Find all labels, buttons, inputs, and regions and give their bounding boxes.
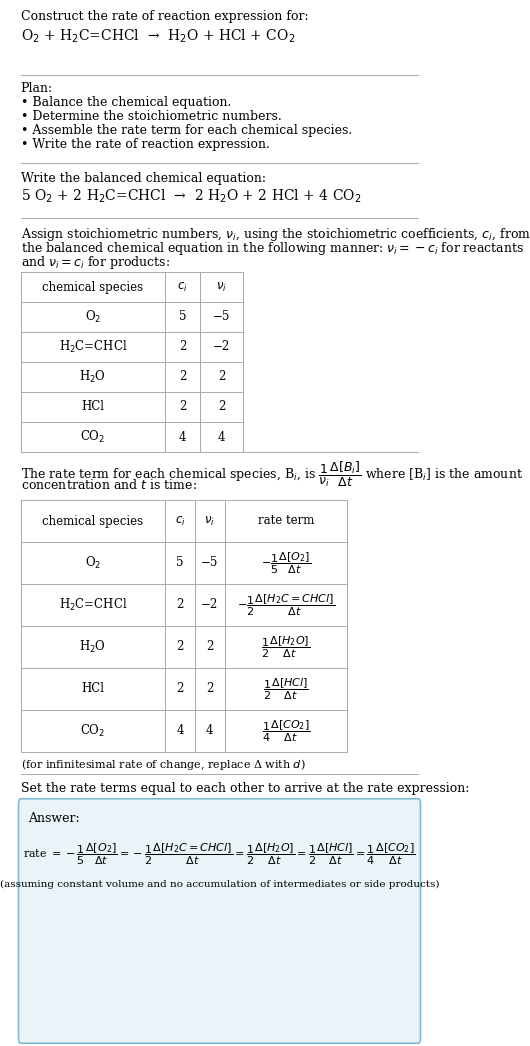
Text: 2: 2	[218, 370, 225, 384]
Text: rate $= -\dfrac{1}{5}\dfrac{\Delta[O_2]}{\Delta t} = -\dfrac{1}{2}\dfrac{\Delta[: rate $= -\dfrac{1}{5}\dfrac{\Delta[O_2]}…	[23, 842, 416, 867]
Text: 4: 4	[179, 431, 187, 444]
Text: The rate term for each chemical species, B$_i$, is $\dfrac{1}{\nu_i}\dfrac{\Delt: The rate term for each chemical species,…	[21, 460, 523, 490]
Text: 5 O$_2$ + 2 H$_2$C=CHCl  →  2 H$_2$O + 2 HCl + 4 CO$_2$: 5 O$_2$ + 2 H$_2$C=CHCl → 2 H$_2$O + 2 H…	[21, 188, 361, 205]
Text: $-\dfrac{1}{5}\dfrac{\Delta[O_2]}{\Delta t}$: $-\dfrac{1}{5}\dfrac{\Delta[O_2]}{\Delta…	[261, 550, 311, 575]
Text: −5: −5	[213, 311, 230, 323]
Text: rate term: rate term	[258, 515, 314, 527]
Text: $c_i$: $c_i$	[175, 515, 186, 527]
Text: H$_2$C=CHCl: H$_2$C=CHCl	[59, 339, 127, 355]
Text: $\nu_i$: $\nu_i$	[216, 280, 227, 294]
Text: 2: 2	[179, 341, 187, 354]
FancyBboxPatch shape	[19, 799, 420, 1043]
Text: (assuming constant volume and no accumulation of intermediates or side products): (assuming constant volume and no accumul…	[0, 880, 439, 889]
Text: CO$_2$: CO$_2$	[81, 723, 105, 740]
Text: 2: 2	[206, 640, 214, 654]
Text: 2: 2	[179, 370, 187, 384]
Text: Answer:: Answer:	[28, 812, 80, 825]
Text: the balanced chemical equation in the following manner: $\nu_i = -c_i$ for react: the balanced chemical equation in the fo…	[21, 240, 524, 257]
Text: 5: 5	[179, 311, 187, 323]
Text: • Determine the stoichiometric numbers.: • Determine the stoichiometric numbers.	[21, 110, 281, 123]
Text: Assign stoichiometric numbers, $\nu_i$, using the stoichiometric coefficients, $: Assign stoichiometric numbers, $\nu_i$, …	[21, 226, 530, 243]
Text: $\dfrac{1}{4}\dfrac{\Delta[CO_2]}{\Delta t}$: $\dfrac{1}{4}\dfrac{\Delta[CO_2]}{\Delta…	[262, 719, 311, 744]
Text: $c_i$: $c_i$	[178, 280, 188, 294]
Text: 2: 2	[206, 682, 214, 696]
Text: • Write the rate of reaction expression.: • Write the rate of reaction expression.	[21, 138, 269, 151]
Text: $\dfrac{1}{2}\dfrac{\Delta[HCl]}{\Delta t}$: $\dfrac{1}{2}\dfrac{\Delta[HCl]}{\Delta …	[263, 677, 309, 702]
Text: O$_2$: O$_2$	[85, 555, 101, 571]
Text: 2: 2	[218, 401, 225, 413]
Text: −2: −2	[201, 598, 218, 612]
Text: HCl: HCl	[82, 682, 104, 696]
Text: H$_2$O: H$_2$O	[80, 639, 107, 655]
Text: • Balance the chemical equation.: • Balance the chemical equation.	[21, 96, 231, 109]
Text: (for infinitesimal rate of change, replace Δ with $d$): (for infinitesimal rate of change, repla…	[21, 757, 305, 772]
Text: HCl: HCl	[82, 401, 104, 413]
Text: H$_2$C=CHCl: H$_2$C=CHCl	[59, 597, 127, 613]
Text: chemical species: chemical species	[42, 515, 144, 527]
Text: 2: 2	[179, 401, 187, 413]
Text: −2: −2	[213, 341, 230, 354]
Text: 2: 2	[176, 682, 184, 696]
Text: 5: 5	[176, 556, 184, 569]
Text: 2: 2	[176, 640, 184, 654]
Text: Plan:: Plan:	[21, 82, 52, 95]
Text: −5: −5	[201, 556, 218, 569]
Text: $\nu_i$: $\nu_i$	[205, 515, 215, 527]
Text: O$_2$: O$_2$	[85, 309, 101, 325]
Text: 4: 4	[218, 431, 225, 444]
Text: $\dfrac{1}{2}\dfrac{\Delta[H_2O]}{\Delta t}$: $\dfrac{1}{2}\dfrac{\Delta[H_2O]}{\Delta…	[261, 634, 311, 660]
Text: $-\dfrac{1}{2}\dfrac{\Delta[H_2C{=}CHCl]}{\Delta t}$: $-\dfrac{1}{2}\dfrac{\Delta[H_2C{=}CHCl]…	[237, 592, 335, 618]
Text: 2: 2	[176, 598, 184, 612]
Text: 4: 4	[176, 725, 184, 737]
Text: Write the balanced chemical equation:: Write the balanced chemical equation:	[21, 172, 266, 185]
Text: chemical species: chemical species	[42, 280, 144, 294]
Text: Construct the rate of reaction expression for:: Construct the rate of reaction expressio…	[21, 10, 308, 23]
Text: CO$_2$: CO$_2$	[81, 429, 105, 445]
Text: concentration and $t$ is time:: concentration and $t$ is time:	[21, 478, 197, 492]
Text: and $\nu_i = c_i$ for products:: and $\nu_i = c_i$ for products:	[21, 254, 170, 271]
Text: Set the rate terms equal to each other to arrive at the rate expression:: Set the rate terms equal to each other t…	[21, 782, 469, 795]
Text: 4: 4	[206, 725, 214, 737]
Text: O$_2$ + H$_2$C=CHCl  →  H$_2$O + HCl + CO$_2$: O$_2$ + H$_2$C=CHCl → H$_2$O + HCl + CO$…	[21, 28, 295, 45]
Text: H$_2$O: H$_2$O	[80, 369, 107, 385]
Text: • Assemble the rate term for each chemical species.: • Assemble the rate term for each chemic…	[21, 124, 352, 137]
